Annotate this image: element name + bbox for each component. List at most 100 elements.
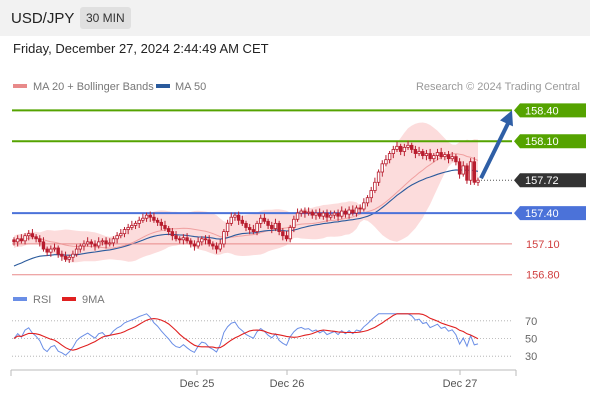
candle-body (432, 155, 436, 160)
candle-body (111, 238, 116, 244)
candle-body (295, 212, 300, 220)
candle-body (380, 163, 384, 173)
candle-body (465, 165, 469, 181)
level-tag-158-10 (514, 134, 586, 149)
candle-body (310, 211, 314, 216)
candle-body (336, 212, 340, 217)
candle-body (23, 235, 27, 242)
candle-body (122, 229, 127, 235)
candle-body (189, 240, 193, 245)
candle-body (222, 231, 226, 245)
candle-body (358, 207, 362, 210)
candle-body (413, 149, 418, 154)
legend-swatch-ma20 (13, 84, 27, 88)
candle-body (428, 153, 432, 160)
candle-body (104, 240, 108, 245)
candle-body (255, 222, 259, 232)
candle-body (96, 241, 101, 247)
candle-body (60, 253, 64, 257)
candle-body (63, 255, 68, 260)
candle-body (41, 241, 46, 250)
candle-body (325, 212, 329, 218)
level-tag-157-40 (514, 206, 586, 221)
candle-body (148, 214, 152, 218)
candle-body (89, 241, 94, 245)
candle-body (402, 146, 407, 152)
candle-body (211, 243, 215, 247)
candle-body (299, 210, 303, 214)
candle-body (38, 238, 42, 243)
candle-body (67, 256, 71, 260)
candle-body (166, 228, 171, 232)
candle-body (288, 227, 292, 240)
candle-body (277, 222, 281, 232)
level-label-158-40: 158.40 (525, 105, 559, 117)
candle-body (421, 151, 425, 156)
candle-body (19, 238, 24, 242)
candle-body (108, 242, 112, 245)
candle-body (119, 233, 123, 237)
candle-body (461, 165, 465, 175)
candle-body (446, 154, 451, 160)
candle-body (395, 145, 399, 150)
candle-body (49, 248, 53, 253)
datetime-label: Friday, December 27, 2024 2:44:49 AM CET (13, 41, 269, 56)
forecast-arrow-head (500, 110, 513, 127)
candle-body (15, 238, 20, 243)
credit-text: Research © 2024 Trading Central (416, 81, 580, 93)
candle-body (410, 144, 414, 150)
candle-body (306, 211, 311, 214)
candle-body (273, 222, 278, 229)
level-label-157-72: 157.72 (525, 175, 559, 187)
candle-body (328, 214, 333, 218)
candle-body (207, 239, 211, 245)
timeframe-badge[interactable]: 30 MIN (80, 7, 131, 29)
candle-body (133, 222, 138, 226)
rsi-tick-label: 50 (525, 334, 537, 346)
rsi-ma-line (13, 313, 479, 351)
legend-label-9ma: 9MA (82, 294, 105, 306)
candle-body (354, 207, 359, 214)
bollinger-band (14, 122, 478, 263)
ma50-line (13, 169, 479, 267)
candle-body (398, 145, 403, 152)
candle-body (203, 238, 208, 241)
legend-swatch-9ma (62, 297, 76, 301)
candle-body (12, 239, 16, 243)
candle-body (365, 197, 370, 204)
candle-body (317, 212, 322, 217)
candle-body (259, 217, 263, 224)
legend-swatch-rsi (13, 297, 27, 301)
candle-body (174, 235, 178, 240)
candle-body (126, 227, 130, 230)
candle-body (417, 151, 421, 154)
candle-body (443, 154, 447, 158)
candle-body (314, 212, 318, 216)
candle-body (137, 219, 141, 224)
top-bar: USD/JPY 30 MIN (0, 0, 590, 36)
candle-body (115, 235, 119, 240)
candle-body (321, 212, 326, 217)
x-tick-label: Dec 25 (180, 378, 215, 390)
symbol-title: USD/JPY (11, 10, 75, 27)
candle-body (369, 190, 373, 199)
candle-body (343, 210, 348, 215)
legend-swatch-ma50 (156, 84, 170, 88)
candle-body (229, 216, 233, 224)
candle-body (30, 233, 35, 238)
candle-body (163, 225, 167, 229)
candle-body (233, 214, 237, 218)
x-tick-label: Dec 26 (270, 378, 305, 390)
candle-body (266, 220, 270, 226)
x-tick-label: Dec 27 (443, 378, 478, 390)
candle-body (100, 240, 105, 243)
legend-label-ma50: MA 50 (175, 81, 206, 93)
candle-body (45, 248, 49, 253)
rsi-tick-label: 30 (525, 351, 537, 363)
candle-body (262, 217, 267, 222)
candle-body (351, 209, 355, 214)
candle-body (130, 225, 134, 228)
candle-body (281, 231, 285, 237)
candle-body (284, 235, 289, 240)
